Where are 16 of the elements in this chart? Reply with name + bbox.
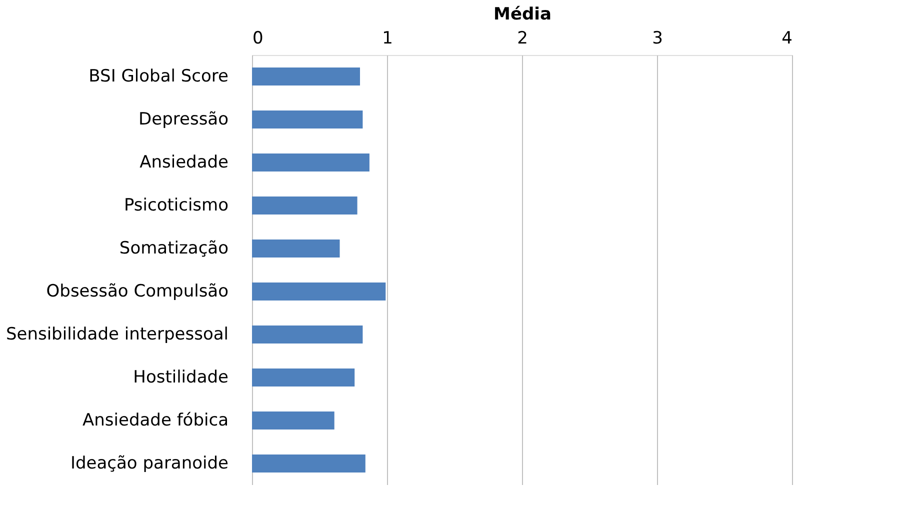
x-tick-label: 1 xyxy=(382,28,393,48)
y-tick-label: Obsessão Compulsão xyxy=(46,282,228,302)
y-tick-label: Ansiedade fóbica xyxy=(82,410,228,430)
x-tick-label: 4 xyxy=(782,28,792,48)
y-tick-label: Depressão xyxy=(138,110,228,130)
y-tick-label: Sensibilidade interpessoal xyxy=(6,324,228,344)
x-tick-label: 0 xyxy=(252,28,264,48)
y-tick-label: Somatização xyxy=(119,238,228,258)
y-tick-label: Ansiedade xyxy=(140,152,228,172)
x-tick-label: 3 xyxy=(652,28,663,48)
y-tick-label: Ideação paranoide xyxy=(70,454,228,474)
y-tick-label: BSI Global Score xyxy=(88,66,228,86)
y-tick-label: Hostilidade xyxy=(133,368,228,388)
x-tick-label: 2 xyxy=(517,28,528,48)
x-axis-title: Média xyxy=(494,4,552,24)
y-tick-label: Psicoticismo xyxy=(124,196,228,216)
